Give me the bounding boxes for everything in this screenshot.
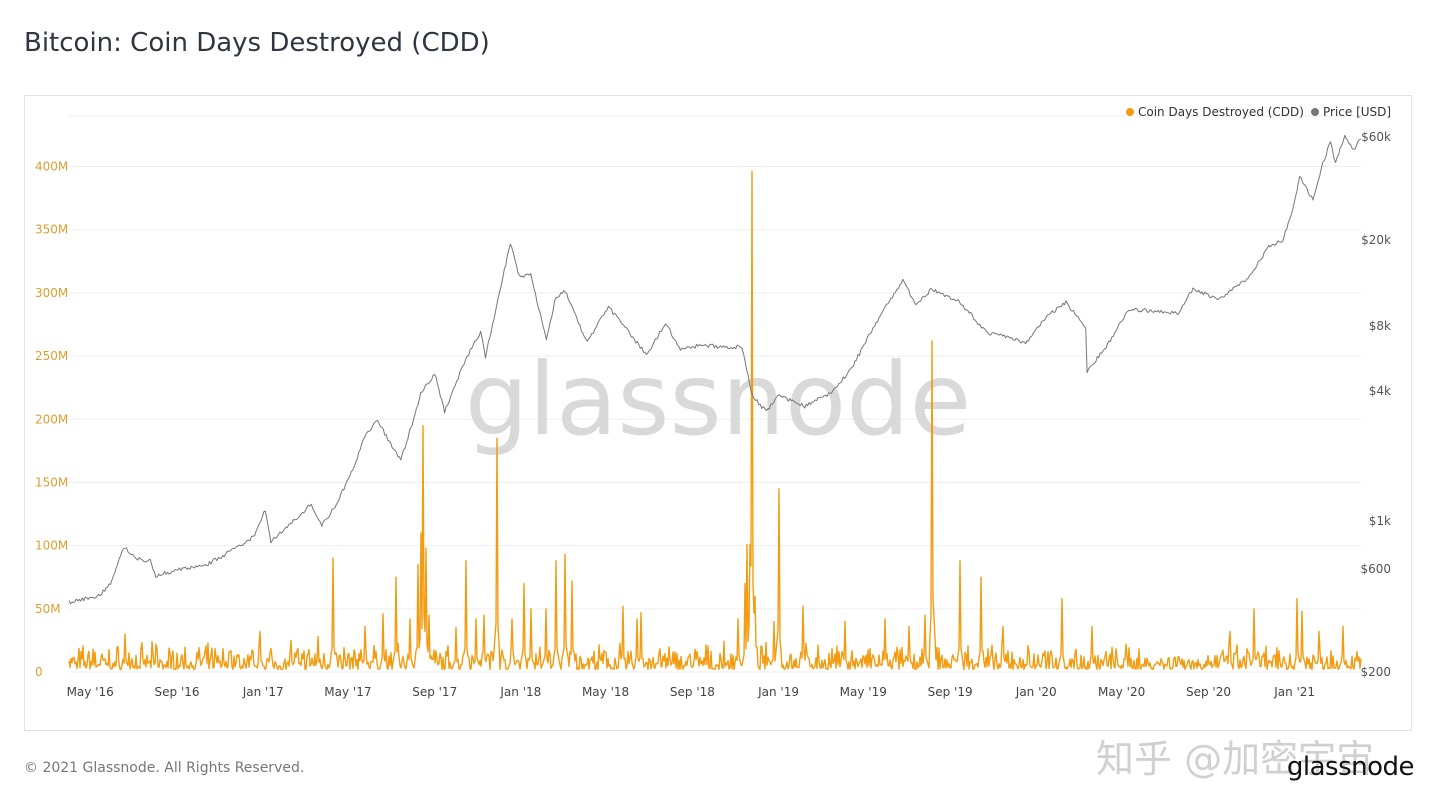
zhihu-watermark: 知乎 @加密宇宙	[1096, 737, 1375, 781]
x-tick-label: Sep '18	[670, 685, 715, 699]
glassnode-logo: glassnode	[1286, 752, 1415, 782]
x-tick-label: Sep '17	[412, 685, 457, 699]
x-tick-label: May '16	[67, 685, 114, 699]
chart-watermark: glassnode	[465, 341, 971, 458]
x-tick-label: Jan '17	[242, 685, 284, 699]
right-tick-label: $1k	[1369, 514, 1391, 528]
x-tick-label: Sep '16	[155, 685, 200, 699]
right-tick-label: $600	[1360, 562, 1391, 576]
legend-marker-price	[1311, 108, 1319, 116]
x-tick-label: Sep '19	[928, 685, 973, 699]
legend: Coin Days Destroyed (CDD) Price [USD]	[1126, 105, 1391, 119]
grid-lines	[69, 115, 1361, 673]
x-tick-label: May '20	[1098, 685, 1145, 699]
left-tick-label: 200M	[35, 412, 68, 426]
left-tick-label: 100M	[35, 539, 68, 553]
x-tick-label: Jan '19	[757, 685, 799, 699]
left-tick-label: 150M	[35, 475, 68, 489]
x-tick-label: Jan '20	[1015, 685, 1057, 699]
left-tick-label: 250M	[35, 349, 68, 363]
right-tick-label: $4k	[1369, 384, 1391, 398]
page-title: Bitcoin: Coin Days Destroyed (CDD)	[24, 28, 490, 58]
legend-item-price[interactable]: Price [USD]	[1311, 105, 1391, 119]
copyright-text: © 2021 Glassnode. All Rights Reserved.	[24, 760, 305, 776]
x-tick-label: May '19	[840, 685, 887, 699]
left-axis: 0 50M 100M 150M 200M 250M 300M 350M 400M	[35, 160, 68, 679]
right-tick-label: $200	[1360, 665, 1391, 679]
legend-marker-cdd	[1126, 108, 1134, 116]
x-tick-label: Sep '20	[1186, 685, 1231, 699]
right-axis: $200 $600 $1k $4k $8k $20k $60k	[1360, 130, 1391, 679]
right-tick-label: $20k	[1361, 233, 1391, 247]
legend-label-price: Price [USD]	[1323, 105, 1391, 119]
left-tick-label: 400M	[35, 160, 68, 174]
price-line	[68, 134, 1362, 605]
legend-item-cdd[interactable]: Coin Days Destroyed (CDD)	[1126, 105, 1304, 119]
left-tick-label: 300M	[35, 286, 68, 300]
x-tick-label: Jan '21	[1273, 685, 1315, 699]
price-series	[68, 134, 1362, 605]
legend-label-cdd: Coin Days Destroyed (CDD)	[1138, 105, 1304, 119]
right-tick-label: $8k	[1369, 319, 1391, 333]
x-tick-label: May '18	[582, 685, 629, 699]
x-axis: May '16 Sep '16 Jan '17 May '17 Sep '17 Jan '…	[67, 685, 1316, 699]
cdd-line	[68, 170, 1362, 671]
chart-frame: glassnode 0 50M 100M 150M 200M 250M 300M 350M 40…	[24, 95, 1412, 731]
right-tick-label: $60k	[1361, 130, 1391, 144]
cdd-series	[68, 170, 1362, 671]
cdd-price-chart: glassnode 0 50M 100M 150M 200M 250M 300M 350M 40…	[35, 105, 1391, 699]
x-tick-label: May '17	[324, 685, 371, 699]
left-tick-label: 50M	[35, 602, 61, 616]
x-tick-label: Jan '18	[499, 685, 541, 699]
left-tick-label: 350M	[35, 223, 68, 237]
left-tick-label: 0	[35, 665, 43, 679]
